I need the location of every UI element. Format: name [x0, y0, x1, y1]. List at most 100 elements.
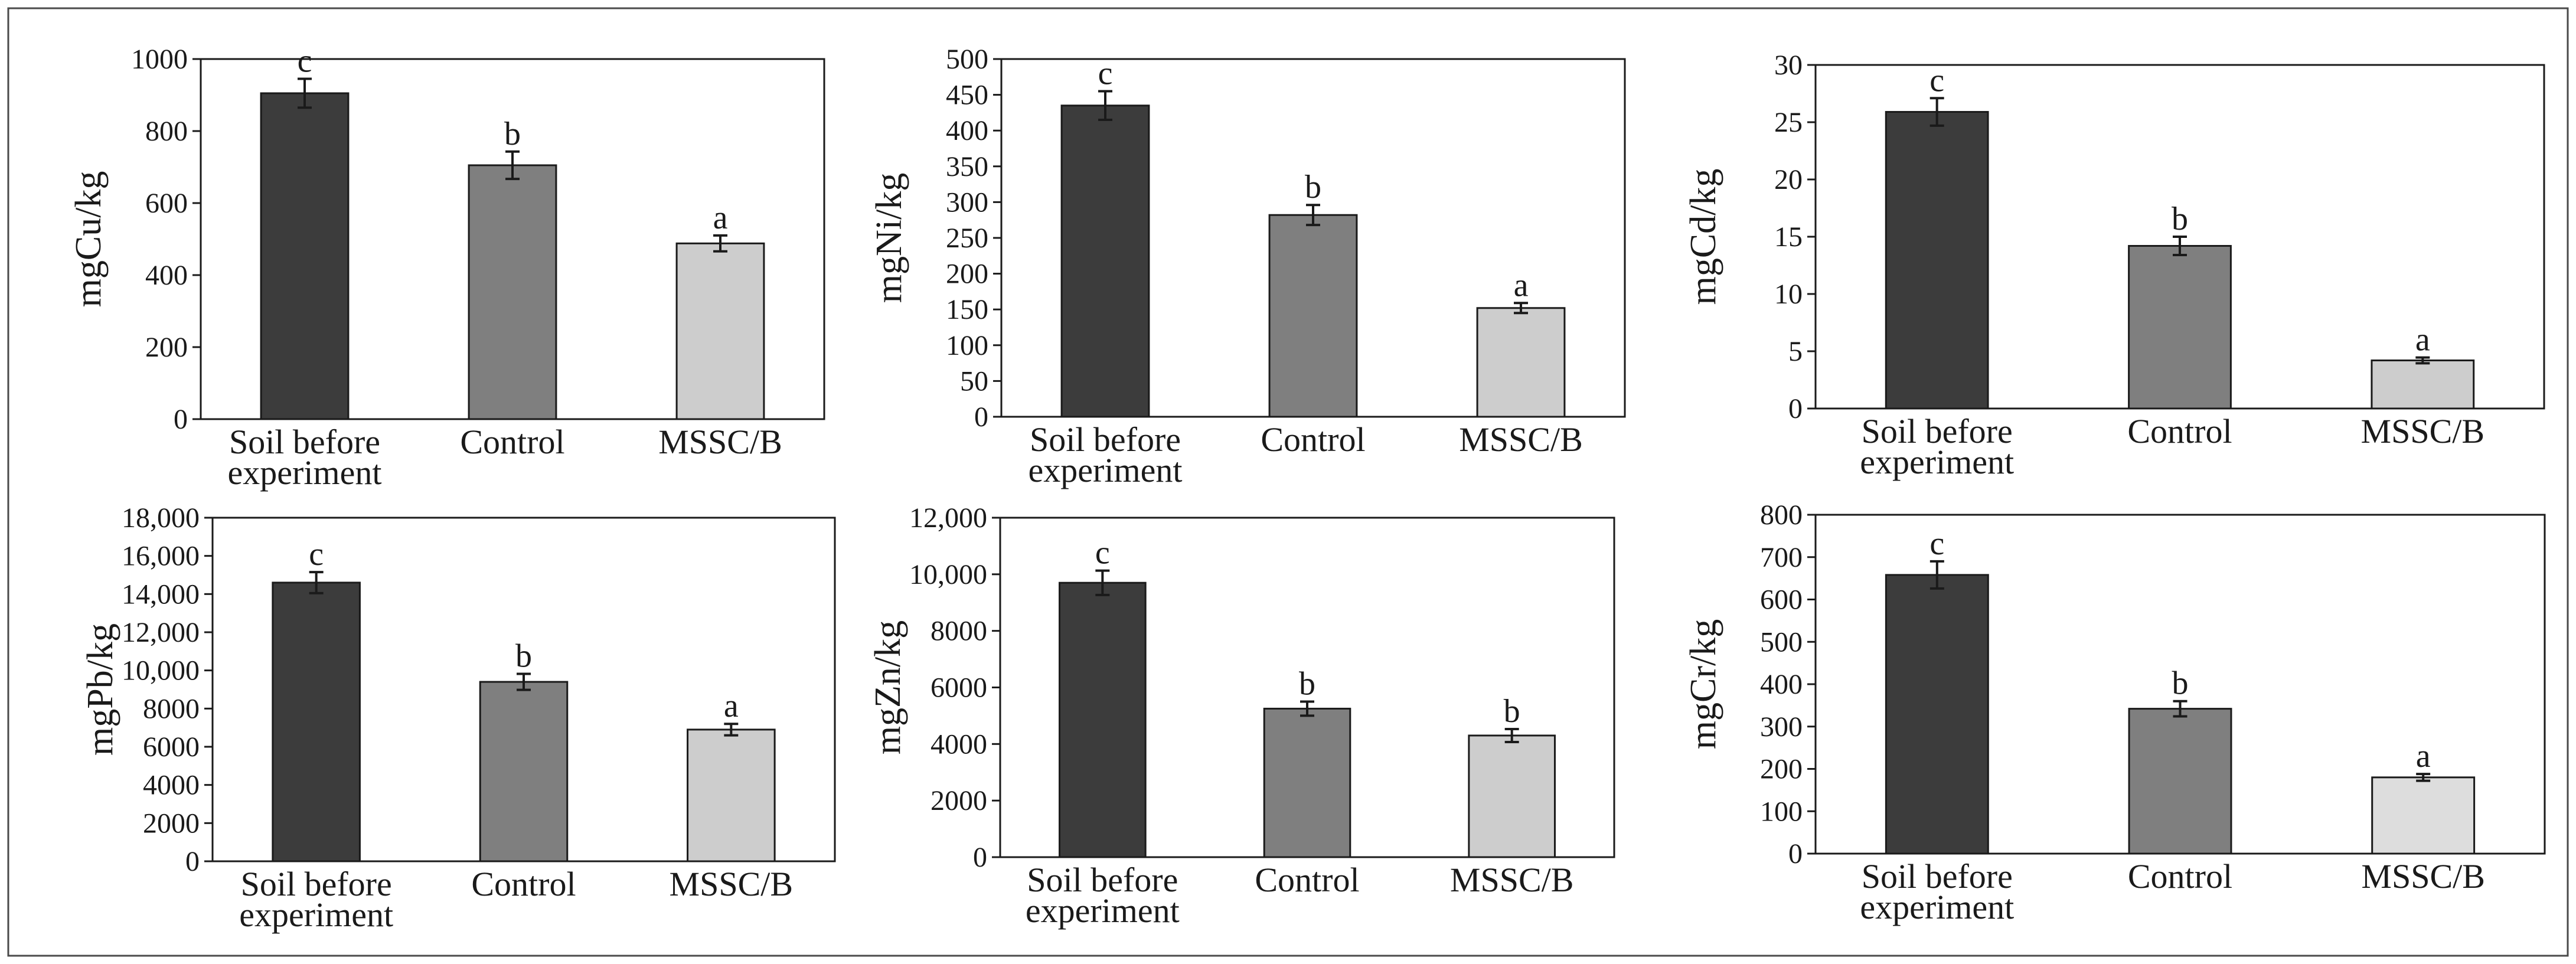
bar — [2128, 708, 2232, 855]
x-tick-label: experiment — [1860, 888, 2014, 926]
chart-panel-mgpb-kg: 0 2000 4000 6000 8000 10,000 12,000 14,000 16,00… — [80, 502, 836, 934]
x-tick-label: experiment — [1860, 443, 2014, 481]
y-tick-label: 50 — [960, 365, 988, 397]
bar — [1263, 707, 1351, 858]
chart-panel-mgcu-kg: 0 200 400 600 800 1000 mgCu/kg c Soil beforeexpe… — [68, 43, 825, 492]
significance-letter: c — [1929, 525, 1944, 562]
significance-letter: c — [1098, 55, 1113, 92]
y-tick-label: 400 — [1760, 669, 1803, 700]
x-tick-label: experiment — [228, 453, 382, 492]
y-tick-label: 150 — [946, 294, 988, 325]
x-tick-label: experiment — [1029, 451, 1183, 489]
y-tick-label: 200 — [145, 332, 188, 363]
y-tick-label: 2000 — [143, 808, 200, 839]
bar — [2371, 776, 2476, 855]
y-tick-label: 0 — [974, 401, 988, 433]
y-axis-label: mgCr/kg — [1683, 619, 1723, 749]
y-tick-label: 18,000 — [122, 502, 200, 534]
bar — [1476, 307, 1566, 418]
y-tick-label: 30 — [1774, 50, 1803, 81]
chart-panel-mgcd-kg: 0 5 10 15 20 25 30 mgCd/kg c Soil beforeexperimen… — [1683, 50, 2545, 481]
y-tick-label: 700 — [1760, 542, 1803, 573]
significance-letter: c — [1929, 62, 1944, 99]
x-tick-label: experiment — [1026, 891, 1180, 930]
x-tick-label: Control — [460, 423, 564, 461]
x-tick-label: MSSC/B — [658, 423, 782, 461]
y-tick-label: 1000 — [131, 44, 188, 75]
bar — [675, 242, 765, 420]
y-tick-label: 600 — [145, 188, 188, 219]
y-tick-label: 500 — [946, 44, 988, 75]
y-tick-label: 200 — [1760, 754, 1803, 785]
y-tick-label: 300 — [946, 187, 988, 218]
significance-letter: b — [1504, 693, 1520, 730]
y-tick-label: 800 — [145, 116, 188, 147]
bar — [2371, 360, 2475, 410]
y-tick-label: 450 — [946, 80, 988, 111]
y-tick-label: 20 — [1774, 164, 1803, 195]
y-tick-label: 15 — [1774, 221, 1803, 253]
x-tick-label: experiment — [239, 896, 393, 934]
significance-letter: a — [713, 200, 728, 236]
y-tick-label: 350 — [946, 151, 988, 182]
significance-letter: b — [1305, 169, 1321, 205]
x-tick-label: MSSC/B — [2361, 412, 2485, 450]
x-tick-label: MSSC/B — [1450, 861, 1574, 899]
chart-panel-mgni-kg: 0 50 100 150 200 250 300 350 400 450 500 mgNi/kg c So… — [869, 44, 1626, 489]
y-tick-label: 10,000 — [909, 559, 987, 590]
y-tick-label: 800 — [1760, 499, 1803, 531]
x-tick-label: Soil before — [1862, 412, 2013, 450]
y-tick-label: 10 — [1774, 279, 1803, 310]
y-tick-label: 4000 — [931, 728, 987, 760]
significance-letter: b — [504, 116, 521, 152]
y-axis-label: mgCd/kg — [1683, 169, 1723, 305]
y-tick-label: 6000 — [143, 731, 200, 763]
y-tick-label: 16,000 — [122, 541, 200, 572]
significance-letter: b — [515, 638, 532, 674]
significance-letter: c — [298, 43, 312, 80]
x-tick-label: Soil before — [1862, 857, 2013, 896]
y-tick-label: 0 — [1788, 393, 1803, 424]
bar — [1059, 581, 1147, 858]
significance-letter: a — [1514, 267, 1529, 303]
y-tick-label: 25 — [1774, 107, 1803, 138]
y-tick-label: 0 — [174, 404, 188, 435]
y-axis-label: mgZn/kg — [868, 620, 908, 754]
y-tick-label: 300 — [1760, 711, 1803, 743]
y-tick-label: 12,000 — [122, 617, 200, 648]
bar — [468, 164, 557, 420]
x-tick-label: Control — [2127, 412, 2232, 450]
y-tick-label: 5 — [1788, 336, 1803, 367]
y-tick-label: 500 — [1760, 626, 1803, 658]
y-tick-label: 10,000 — [122, 655, 200, 687]
bar — [272, 581, 361, 862]
significance-letter: b — [2172, 201, 2188, 237]
bar — [479, 681, 569, 862]
y-tick-label: 400 — [946, 115, 988, 146]
bar — [1885, 111, 1989, 410]
chart-panel-mgzn-kg: 0 2000 4000 6000 8000 10,000 12,000 mgZn/kg c Soi… — [868, 502, 1615, 930]
y-tick-label: 200 — [946, 259, 988, 290]
bar — [2128, 245, 2232, 410]
y-tick-label: 4000 — [143, 770, 200, 801]
y-tick-label: 600 — [1760, 584, 1803, 616]
y-tick-label: 0 — [185, 846, 200, 877]
bar — [1268, 214, 1358, 418]
y-tick-label: 100 — [946, 330, 988, 361]
y-tick-label: 250 — [946, 223, 988, 254]
y-tick-label: 8000 — [143, 693, 200, 724]
y-tick-label: 400 — [145, 260, 188, 291]
bar — [687, 728, 776, 862]
significance-letter: b — [2172, 665, 2189, 702]
significance-letter: a — [2415, 322, 2430, 358]
x-tick-label: Control — [471, 865, 576, 903]
x-tick-label: MSSC/B — [1459, 420, 1583, 459]
significance-letter: b — [1299, 665, 1315, 702]
y-tick-label: 2000 — [931, 785, 987, 816]
x-tick-label: Control — [1255, 861, 1359, 899]
y-tick-label: 14,000 — [122, 579, 200, 610]
significance-letter: a — [2416, 738, 2431, 775]
figure-frame — [7, 7, 2569, 957]
x-tick-label: MSSC/B — [2361, 857, 2485, 896]
